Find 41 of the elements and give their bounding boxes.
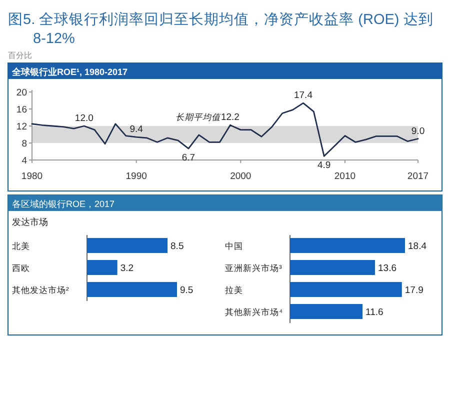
data-label: 9.4 (130, 124, 143, 136)
data-label: 6.7 (182, 152, 196, 164)
data-label: 11.6 (366, 307, 384, 318)
data-label: 17.9 (404, 285, 424, 296)
y-tick-label: 西欧 (12, 263, 30, 273)
x-tick-label: 2017 (407, 171, 429, 182)
y-tick-label: 其他新兴市场⁴ (225, 307, 283, 317)
y-tick-label: 20 (16, 88, 27, 98)
data-label: 9.0 (411, 126, 425, 137)
chart-title: 全球银行业ROE¹, 1980-2017 (11, 67, 128, 77)
data-label: 12.0 (74, 113, 94, 124)
x-tick-label: 1990 (126, 171, 147, 182)
text: 百分比 (8, 51, 32, 60)
y-tick-label: 其他发达市场² (12, 285, 69, 295)
y-tick-label: 拉美 (225, 285, 243, 295)
text: 图5. 全球银行利润率回归至长期均值，净资产收益率 (ROE) 达到 8-12% (8, 11, 434, 47)
y-tick-label: 北美 (12, 241, 30, 251)
y-tick-label: 亚洲新兴市场³ (225, 263, 282, 273)
data-label: 3.2 (120, 263, 134, 274)
bar (290, 304, 362, 319)
bar (290, 260, 375, 275)
data-label: 18.4 (408, 241, 426, 252)
y-tick-label: 4 (22, 156, 27, 166)
data-label: 4.9 (318, 160, 331, 172)
bar (290, 282, 402, 297)
y-tick-label: 中国 (225, 241, 243, 251)
data-label: 12.2 (220, 112, 240, 124)
data-label: 13.6 (378, 263, 396, 274)
x-tick-label: 2010 (334, 171, 356, 182)
chart-title: 各区域的银行ROE，2017 (12, 199, 115, 209)
x-tick-label: 2000 (230, 171, 252, 182)
data-label: 17.4 (294, 90, 312, 102)
y-tick-label: 8 (22, 138, 27, 150)
chart-subtitle: 发达市场 (12, 217, 48, 227)
band-label: 长期平均值 (175, 112, 222, 122)
y-tick-label: 16 (16, 104, 27, 116)
y-tick-label: 12 (16, 122, 27, 132)
x-tick-label: 1980 (21, 171, 43, 182)
bar (290, 238, 405, 253)
data-label: 8.5 (170, 241, 184, 252)
data-label: 9.5 (180, 285, 194, 296)
